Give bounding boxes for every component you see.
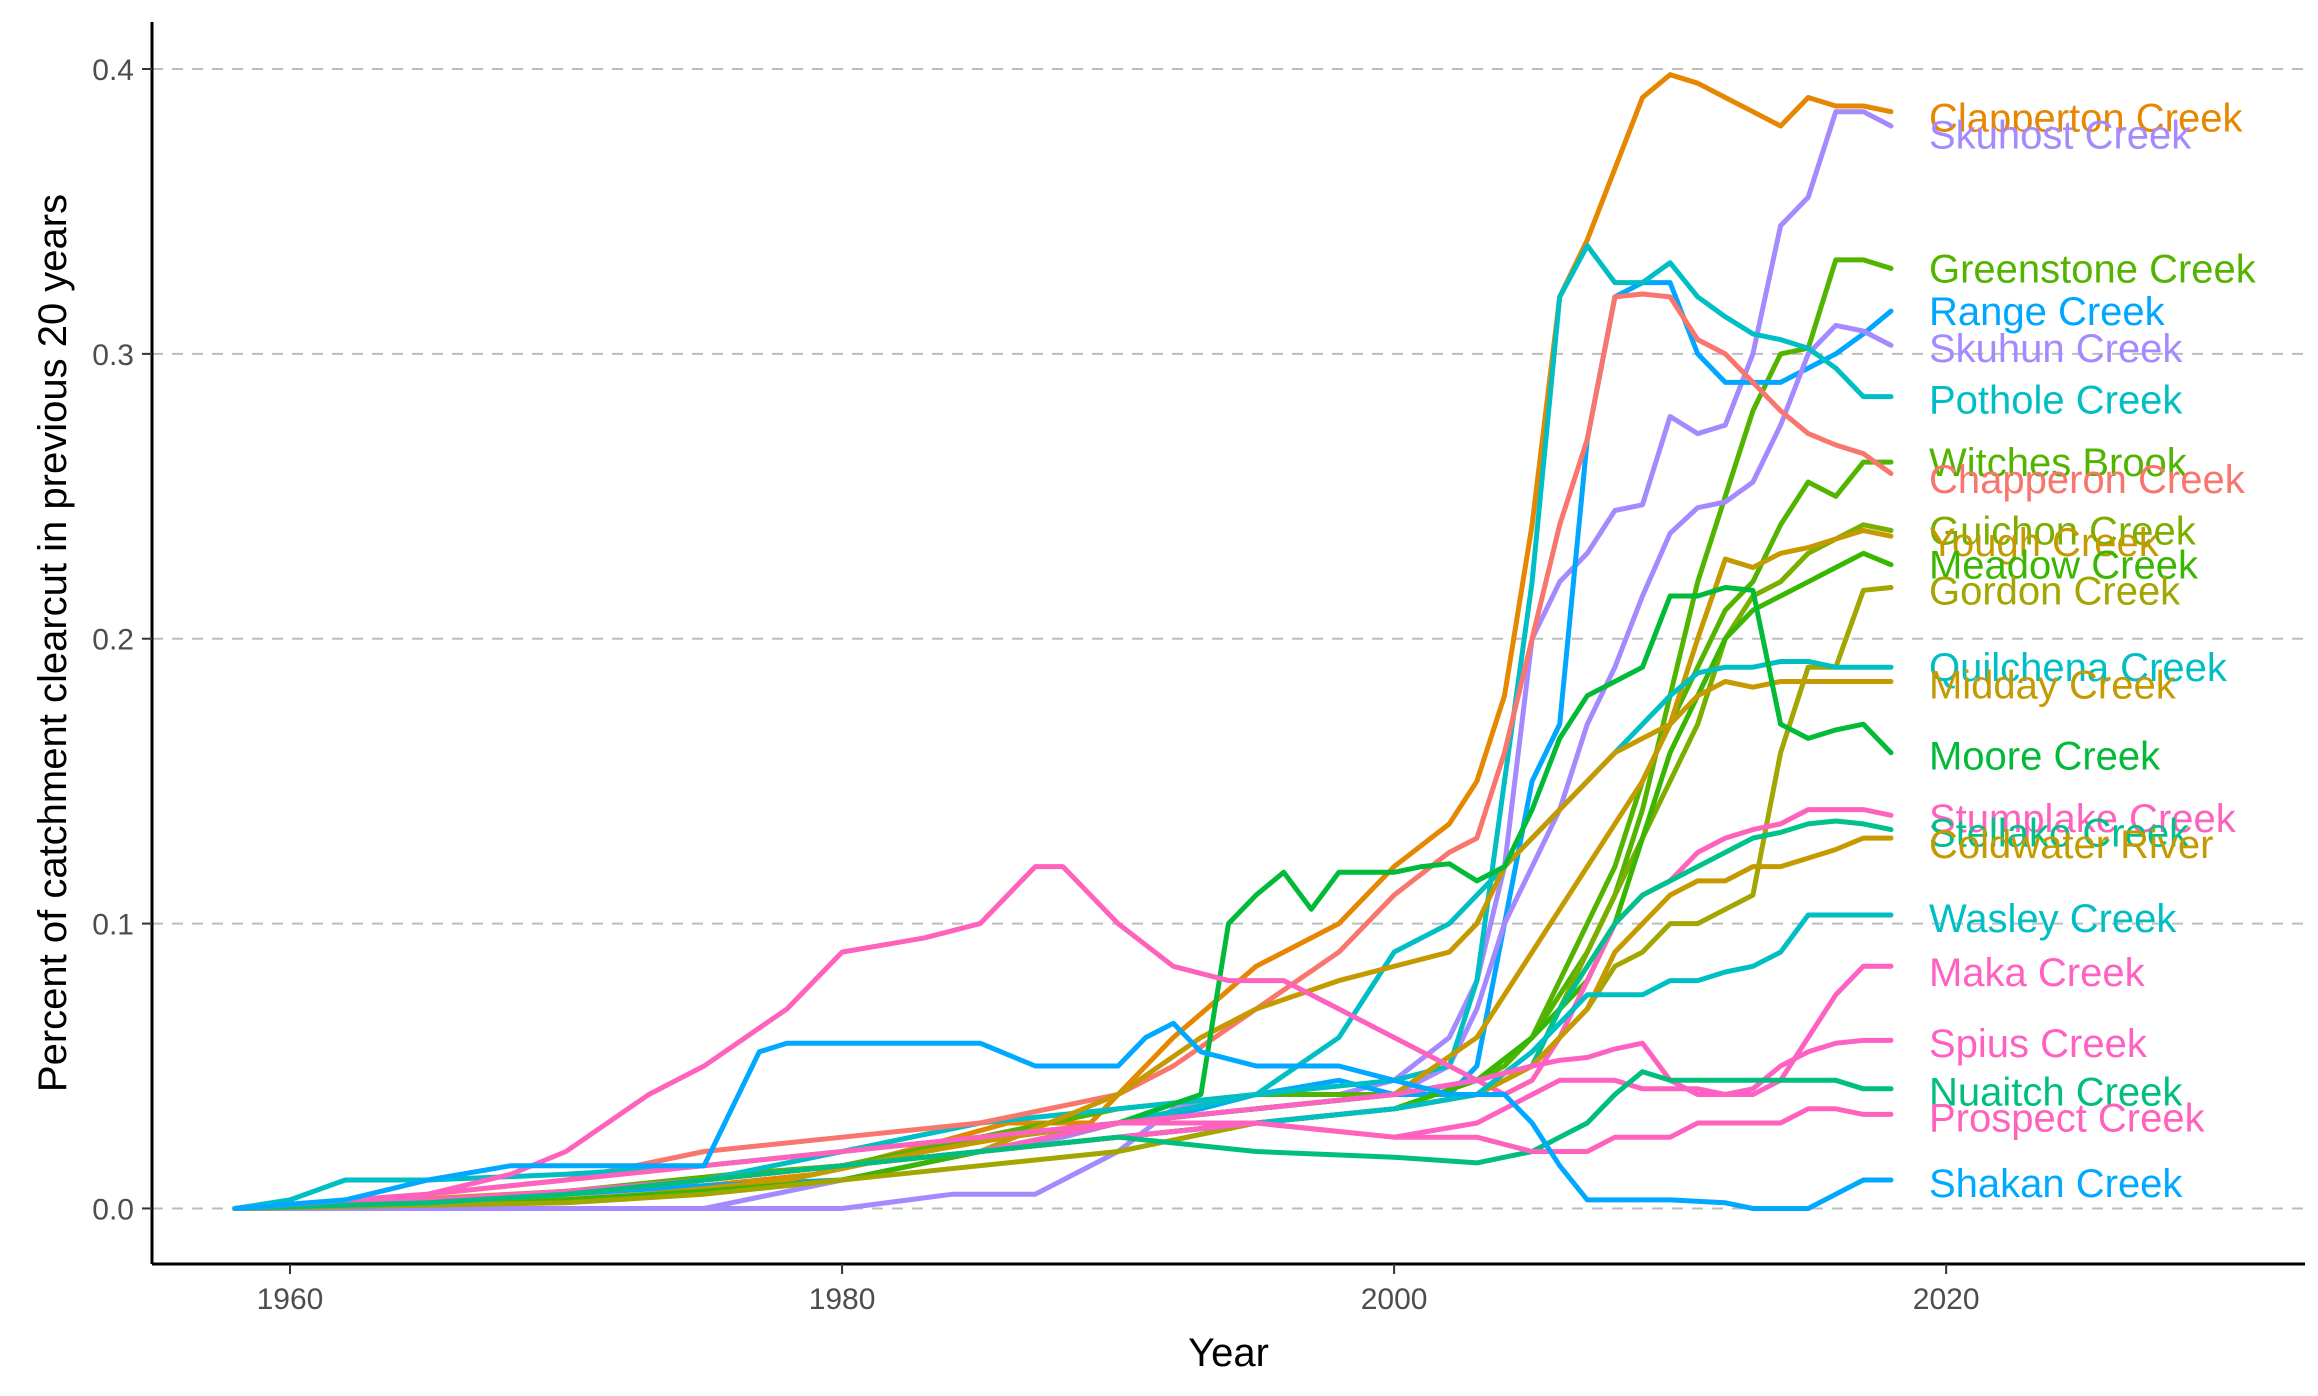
series-label-20: Spius Creek — [1929, 1022, 2148, 1066]
y-tick-label-2: 0.2 — [92, 624, 134, 657]
series-line-11 — [232, 585, 1894, 1211]
series-label-9: Yough Creek — [1929, 521, 2160, 565]
series-label-0: Clapperton Creek — [1929, 96, 2243, 140]
series-label-12: Quilchena Creek — [1929, 646, 2228, 690]
series-line-7 — [232, 291, 1894, 1211]
x-tick-label-0: 1960 — [257, 1283, 324, 1316]
axis-ticks: 0.0 0.1 0.2 0.3 0.4 1960 1980 2000 2020 — [92, 54, 1979, 1316]
series-label-1: Skuhost Creek — [1929, 114, 2192, 158]
series-label-17: Coldwater River — [1929, 823, 2214, 867]
series-label-22: Prospect Creek — [1929, 1096, 2206, 1140]
y-tick-label-1: 0.1 — [92, 909, 134, 942]
series-label-14: Moore Creek — [1929, 735, 2161, 779]
series-label-10: Meadow Creek — [1929, 544, 2199, 588]
series-label-11: Gordon Creek — [1929, 569, 2181, 613]
series-label-21: Nuaitch Creek — [1929, 1071, 2183, 1115]
series-line-21 — [232, 1069, 1894, 1211]
series-label-13: Midday Creek — [1929, 663, 2177, 707]
series-label-3: Range Creek — [1929, 290, 2166, 334]
series-label-19: Maka Creek — [1929, 951, 2146, 995]
series-label-23: Shakan Creek — [1929, 1162, 2183, 1206]
y-tick-label-4: 0.4 — [92, 54, 134, 87]
series-label-4: Skuhun Creek — [1929, 327, 2183, 371]
series-label-5: Pothole Creek — [1929, 378, 2183, 422]
y-tick-label-0: 0.0 — [92, 1193, 134, 1226]
series-line-22 — [232, 1106, 1894, 1211]
series-label-2: Greenstone Creek — [1929, 247, 2257, 291]
series-label-7: Chapperon Creek — [1929, 458, 2246, 502]
x-tick-label-1: 1980 — [809, 1283, 876, 1316]
series-label-6: Witches Brook — [1929, 441, 2188, 485]
series-label-15: Stumplake Creek — [1929, 797, 2237, 841]
x-tick-label-3: 2020 — [1913, 1283, 1980, 1316]
x-axis-title: Year — [1188, 1331, 1269, 1375]
series-line-23 — [232, 1020, 1894, 1211]
series-line-1 — [232, 109, 1894, 1211]
series-lines — [232, 72, 1894, 1211]
y-axis-title: Percent of catchment clearcut in previou… — [31, 194, 75, 1092]
series-label-8: Guichon Creek — [1929, 509, 2197, 553]
y-tick-label-3: 0.3 — [92, 339, 134, 372]
series-label-16: Stellako Creek — [1929, 811, 2190, 855]
series-label-18: Wasley Creek — [1929, 897, 2177, 941]
x-tick-label-2: 2000 — [1361, 1283, 1428, 1316]
series-line-15 — [232, 807, 1894, 1211]
